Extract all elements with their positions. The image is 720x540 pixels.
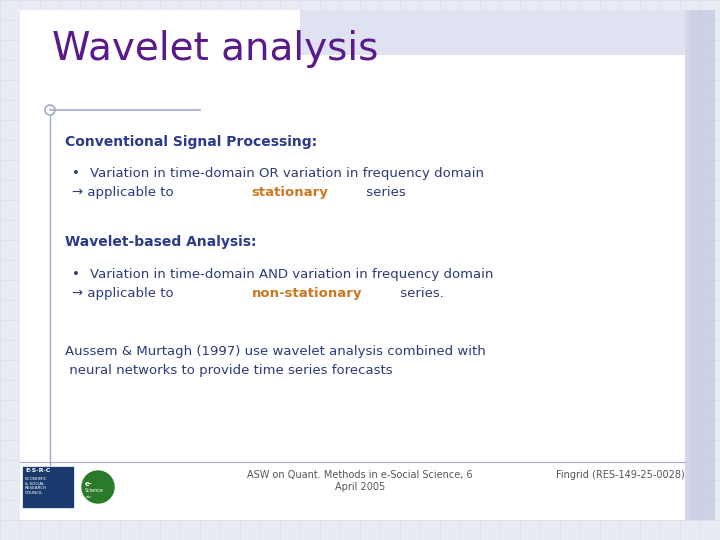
Text: neural networks to provide time series forecasts: neural networks to provide time series f… xyxy=(65,364,392,377)
Text: series.: series. xyxy=(395,287,444,300)
Text: etc: etc xyxy=(86,495,92,499)
Text: → applicable to: → applicable to xyxy=(72,186,178,199)
Text: ECONOMIC
& SOCIAL
RESEARCH
COUNCIL: ECONOMIC & SOCIAL RESEARCH COUNCIL xyxy=(25,477,48,495)
Text: •: • xyxy=(72,268,80,281)
FancyBboxPatch shape xyxy=(22,466,74,508)
Text: non-stationary: non-stationary xyxy=(252,287,362,300)
Circle shape xyxy=(82,471,114,503)
Text: E·S·R·C: E·S·R·C xyxy=(25,468,50,473)
Text: Aussem & Murtagh (1997) use wavelet analysis combined with: Aussem & Murtagh (1997) use wavelet anal… xyxy=(65,345,486,358)
Text: e-: e- xyxy=(85,481,93,487)
Text: ASW on Quant. Methods in e-Social Science, 6
April 2005: ASW on Quant. Methods in e-Social Scienc… xyxy=(247,470,473,491)
Text: Variation in time-domain AND variation in frequency domain: Variation in time-domain AND variation i… xyxy=(90,268,493,281)
Text: Fingrid (RES-149-25-0028): Fingrid (RES-149-25-0028) xyxy=(557,470,685,480)
Text: Wavelet-based Analysis:: Wavelet-based Analysis: xyxy=(65,235,256,249)
FancyBboxPatch shape xyxy=(20,10,690,520)
Text: Science: Science xyxy=(85,488,104,493)
Text: Conventional Signal Processing:: Conventional Signal Processing: xyxy=(65,135,317,149)
Text: → applicable to: → applicable to xyxy=(72,287,178,300)
Text: •: • xyxy=(72,167,80,180)
Text: Variation in time-domain OR variation in frequency domain: Variation in time-domain OR variation in… xyxy=(90,167,484,180)
Text: series: series xyxy=(362,186,405,199)
FancyBboxPatch shape xyxy=(300,10,685,55)
FancyBboxPatch shape xyxy=(685,10,715,520)
Text: stationary: stationary xyxy=(252,186,328,199)
Text: Wavelet analysis: Wavelet analysis xyxy=(52,30,379,68)
